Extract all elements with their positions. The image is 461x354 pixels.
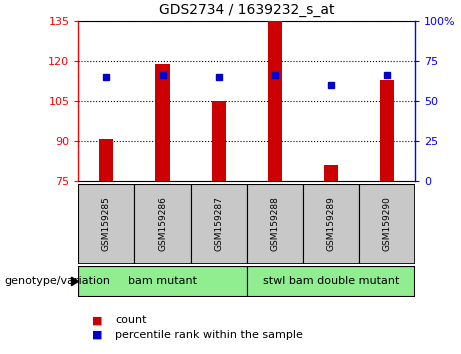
Bar	[268, 21, 282, 181]
FancyBboxPatch shape	[359, 184, 415, 264]
Bar	[155, 64, 170, 181]
Text: percentile rank within the sample: percentile rank within the sample	[115, 330, 303, 339]
Bar	[380, 80, 394, 181]
Text: stwl bam double mutant: stwl bam double mutant	[263, 276, 399, 286]
Text: GSM159286: GSM159286	[158, 196, 167, 251]
Text: ■: ■	[92, 315, 103, 325]
FancyBboxPatch shape	[303, 184, 359, 264]
Text: GSM159289: GSM159289	[326, 196, 335, 251]
FancyBboxPatch shape	[78, 184, 135, 264]
Text: GSM159285: GSM159285	[102, 196, 111, 251]
Bar	[100, 139, 113, 181]
Text: GSM159287: GSM159287	[214, 196, 223, 251]
Bar	[212, 101, 225, 181]
FancyBboxPatch shape	[247, 184, 303, 264]
FancyBboxPatch shape	[135, 184, 190, 264]
FancyBboxPatch shape	[190, 184, 247, 264]
Bar	[324, 165, 338, 181]
FancyBboxPatch shape	[78, 266, 247, 297]
Text: GSM159288: GSM159288	[270, 196, 279, 251]
FancyBboxPatch shape	[247, 266, 415, 297]
Text: ■: ■	[92, 330, 103, 339]
Text: bam mutant: bam mutant	[128, 276, 197, 286]
Text: genotype/variation: genotype/variation	[5, 276, 111, 286]
Title: GDS2734 / 1639232_s_at: GDS2734 / 1639232_s_at	[159, 4, 334, 17]
Polygon shape	[71, 277, 78, 286]
Text: count: count	[115, 315, 147, 325]
Text: GSM159290: GSM159290	[382, 196, 391, 251]
